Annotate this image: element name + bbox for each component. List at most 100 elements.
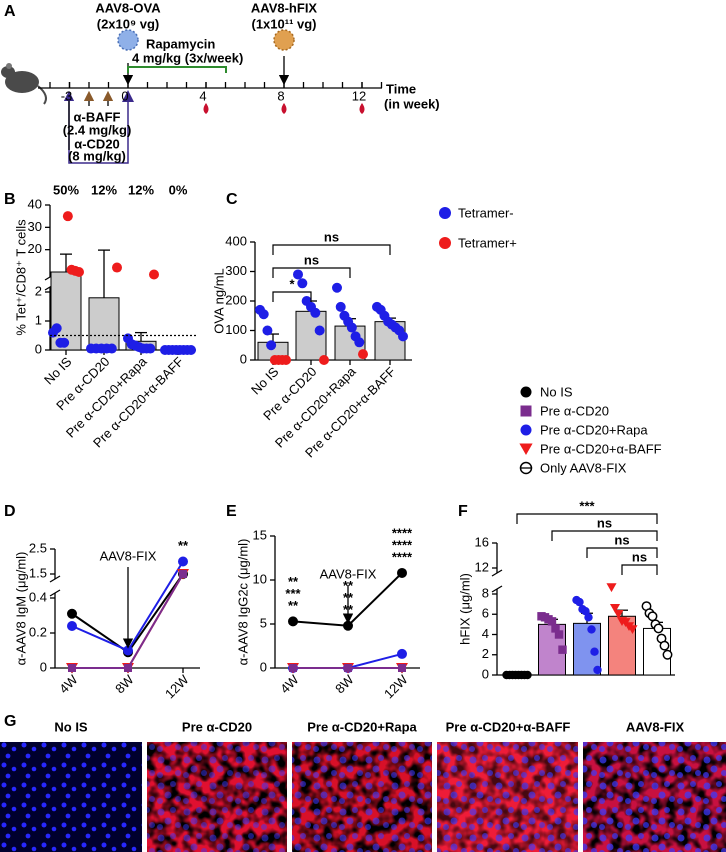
significance-bracket — [272, 291, 312, 302]
axis-label: (in week) — [384, 96, 440, 111]
axis-break — [491, 585, 503, 593]
data-point — [288, 616, 298, 627]
image-label: Pre α-CD20+α-BAFF — [446, 719, 571, 734]
significance-bracket — [272, 244, 391, 255]
y-tick-label: 0 — [240, 351, 247, 366]
y-tick-label: 0 — [40, 659, 47, 674]
data-point — [346, 322, 357, 333]
axis-break — [49, 575, 61, 583]
data-point — [575, 597, 584, 607]
y-tick-label: 4 — [482, 626, 489, 641]
injection-dose: (1x10¹¹ vg) — [251, 16, 316, 31]
x-tick-label: 4W — [56, 671, 81, 696]
y-tick-label: 10 — [253, 571, 267, 586]
data-point — [186, 345, 196, 355]
data-point — [266, 340, 277, 351]
response-label: 12% — [128, 182, 154, 197]
data-point — [51, 323, 62, 334]
x-tick-label: 8W — [112, 671, 137, 696]
mouse-icon — [1, 63, 47, 105]
image-label: Pre α-CD20+Rapa — [307, 719, 417, 734]
virus-icon — [273, 29, 295, 51]
micrograph — [583, 742, 726, 852]
x-tick-label: 12W — [162, 671, 192, 701]
significance-stars: **** — [392, 549, 413, 564]
significance-label: ns — [614, 532, 629, 547]
significance-bracket — [621, 564, 658, 575]
y-tick-label: 1.5 — [29, 565, 47, 580]
data-point — [659, 640, 670, 651]
y-tick-label: 200 — [225, 292, 247, 307]
bar — [88, 297, 120, 351]
data-point — [606, 583, 617, 593]
data-point — [398, 331, 408, 342]
significance-stars: ** — [343, 590, 354, 605]
blood-drop — [281, 103, 287, 114]
data-point — [554, 630, 564, 639]
micrograph — [437, 742, 578, 852]
y-axis-label: hFIX (μg/ml) — [457, 573, 472, 645]
data-point — [397, 648, 407, 659]
y-tick-label: 2 — [482, 646, 489, 661]
data-point — [520, 386, 532, 398]
data-point — [62, 211, 73, 222]
data-point — [281, 355, 291, 365]
data-point — [398, 664, 406, 672]
treatment-dose: (8 mg/kg) — [68, 148, 126, 163]
y-tick-label: 12 — [475, 559, 489, 574]
x-tick-label: No IS — [248, 364, 282, 398]
data-point — [344, 664, 352, 672]
significance-bracket — [586, 547, 658, 558]
data-point — [332, 282, 342, 293]
data-point — [59, 337, 70, 348]
treatment-dose: (2.4 mg/kg) — [63, 122, 132, 137]
data-point — [653, 623, 664, 634]
blood-drop — [359, 103, 365, 114]
response-label: 12% — [91, 182, 117, 197]
x-tick-label: 12W — [381, 671, 411, 701]
x-tick-label: 8W — [332, 671, 357, 696]
legend-label: Pre α-CD20 — [540, 403, 609, 418]
significance-stars: ** — [343, 602, 354, 617]
significance-stars: *** — [285, 586, 301, 601]
significance-label: * — [289, 276, 295, 291]
significance-stars: ** — [288, 598, 299, 613]
timeline-tick-label: 8 — [277, 88, 284, 103]
significance-stars: **** — [392, 525, 413, 540]
y-tick-label: 300 — [225, 263, 247, 278]
legend-label: Pre α-CD20+Rapa — [540, 422, 648, 437]
y-tick-label: 30 — [28, 219, 42, 234]
timeline-tick-label: 0 — [121, 88, 128, 103]
significance-label: ns — [632, 549, 647, 564]
y-axis-label: α-AAV8 IgM (μg/ml) — [13, 552, 28, 666]
injection-label: AAV8-OVA — [95, 0, 161, 15]
data-point — [358, 349, 368, 360]
rapamycin-bracket — [127, 66, 227, 73]
annotation: AAV8-FIX — [100, 548, 157, 563]
data-point — [262, 325, 273, 336]
significance-bracket — [551, 530, 658, 541]
data-point — [319, 355, 329, 365]
data-point — [519, 443, 533, 456]
y-tick-label: 0 — [35, 341, 42, 356]
data-point — [593, 665, 602, 675]
panel-label: D — [4, 503, 16, 520]
y-tick-label: 8 — [482, 585, 489, 600]
y-tick-label: 20 — [28, 241, 42, 256]
significance-bracket — [272, 267, 351, 278]
significance-label: ns — [324, 229, 339, 244]
micrograph — [292, 742, 432, 852]
significance-stars: ** — [288, 574, 299, 589]
y-axis-label: % Tet⁺/CD8⁺ T cells — [13, 219, 28, 336]
data-point — [397, 567, 407, 578]
data-point — [547, 617, 557, 626]
significance-label: ns — [597, 515, 612, 530]
y-tick-label: 1 — [35, 312, 42, 327]
timeline-tick-label: -3 — [61, 88, 73, 103]
panel-label: B — [4, 191, 16, 208]
significance-stars: ** — [343, 578, 354, 593]
data-point — [179, 570, 187, 578]
y-tick-label: 0.4 — [29, 589, 47, 604]
data-point — [145, 343, 156, 354]
data-point — [149, 269, 159, 280]
